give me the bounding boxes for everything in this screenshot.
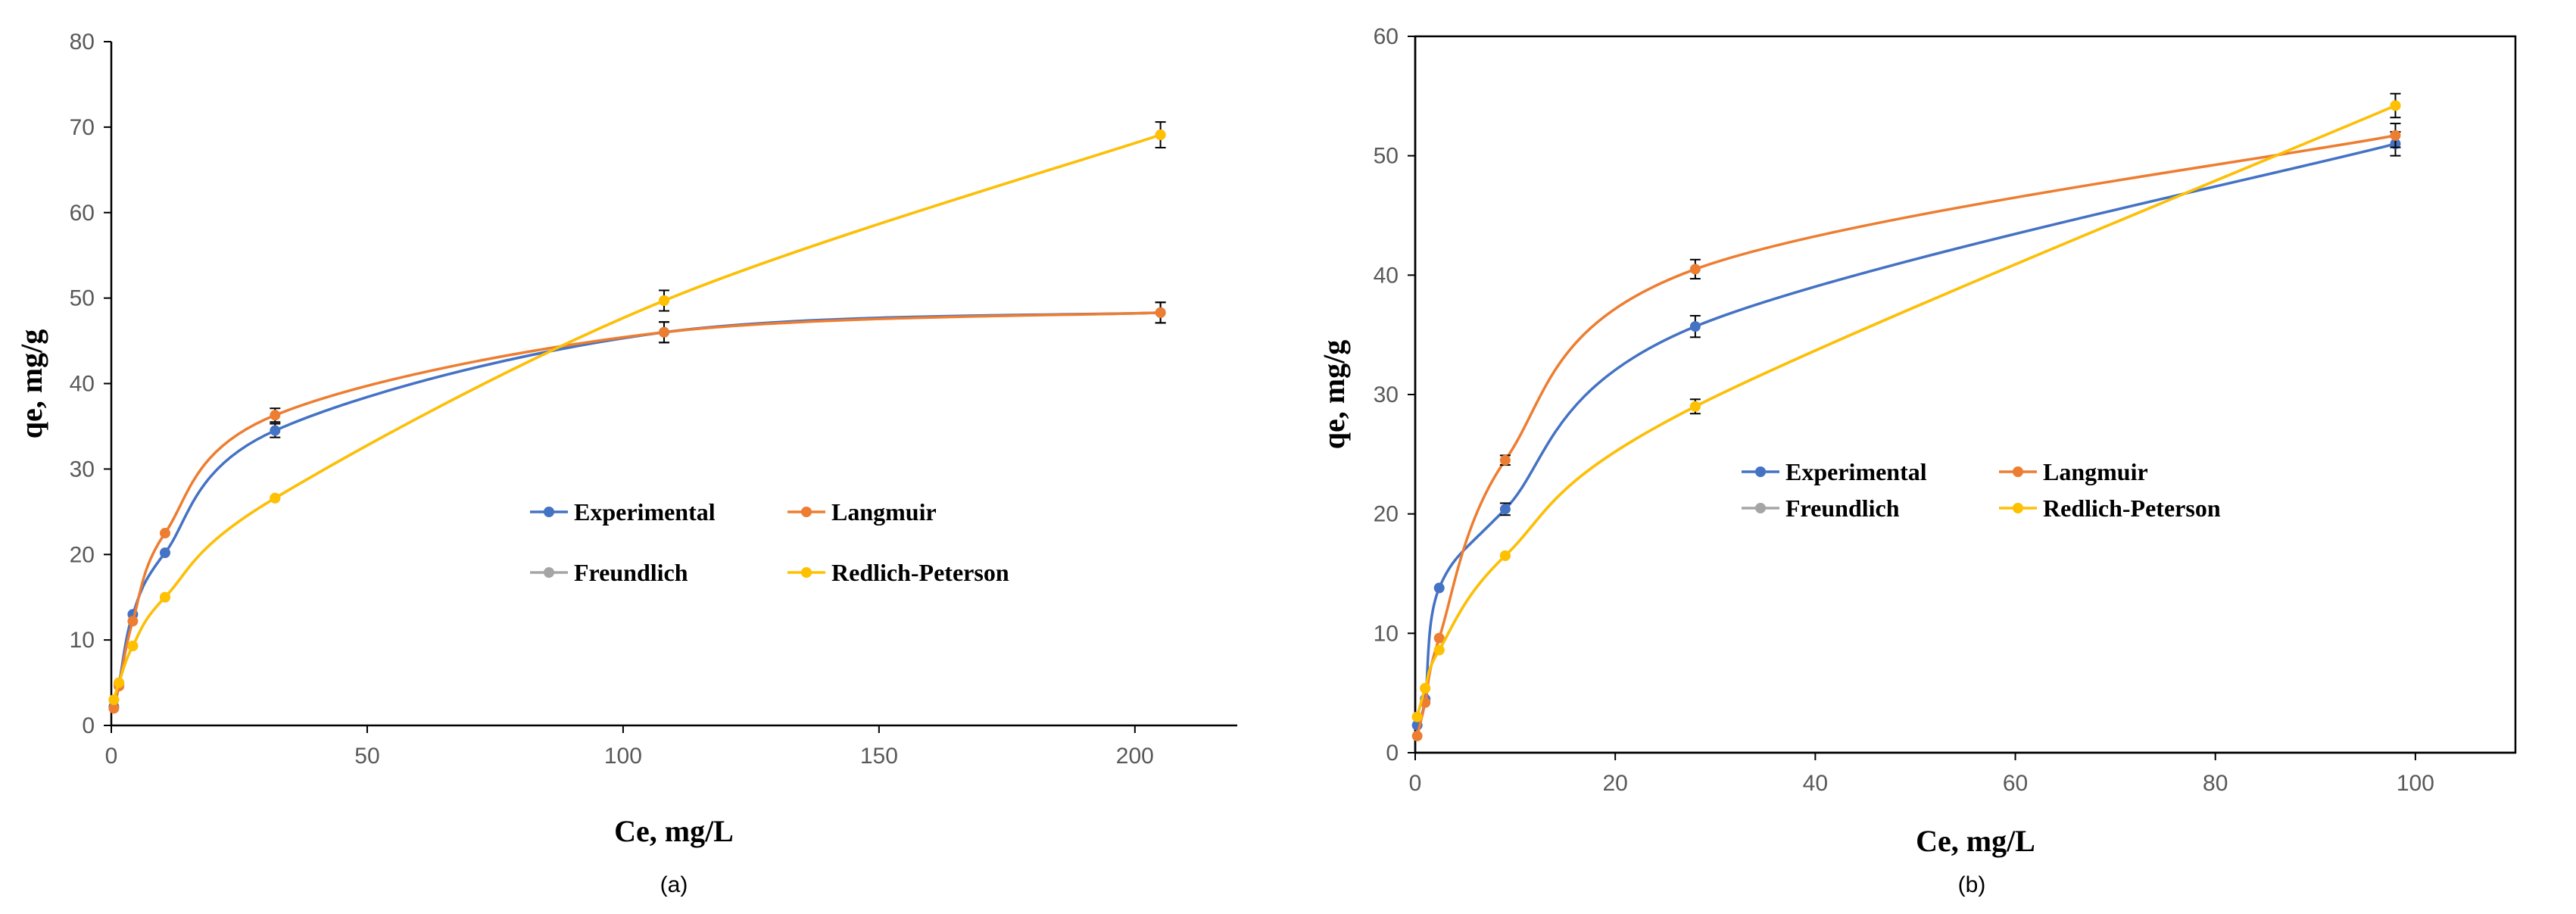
chart-a-plot-frame [111,42,1237,725]
chart-a-point-experimental [270,425,281,436]
chart-a-point-langmuir [270,410,281,421]
chart-b-x-tick-label: 0 [1409,771,1422,796]
chart-a-y-axis-title: qe, mg/g [14,329,48,438]
chart-a-point-redlich-peterson [114,677,125,688]
chart-a-ticks: 0 50 100 150 200 0 10 20 30 40 50 60 70 80 [70,30,1154,769]
chart-a-point-langmuir [1155,307,1166,318]
chart-b-legend-label-experimental: Experimental [1785,458,1927,485]
chart-b: 0 20 40 60 80 100 0 10 20 30 40 50 60 Ce, mg/L qe, m… [1317,24,2517,897]
chart-b-x-tick-label: 20 [1602,771,1627,796]
chart-b-legend-marker-langmuir [2013,466,2023,477]
chart-b-legend-label-redlich-peterson: Redlich-Peterson [2043,494,2221,522]
chart-b-point-experimental [1499,504,1511,515]
chart-a-point-langmuir [658,326,669,338]
chart-a-y-tick-label: 50 [70,286,95,311]
chart-a-point-langmuir [108,703,120,714]
chart-a-x-tick-label: 100 [604,744,642,769]
chart-a-y-tick-label: 70 [70,115,95,140]
chart-b-point-langmuir [2390,129,2401,141]
chart-a-legend-marker-langmuir [801,507,812,517]
chart-a: 0 50 100 150 200 0 10 20 30 40 50 60 70 80 Ce, mg/L q… [14,30,1237,897]
chart-b-legend-label-langmuir: Langmuir [2043,458,2148,485]
chart-b-series-line-experimental [1415,142,2396,726]
chart-a-x-tick-label: 150 [860,744,898,769]
chart-b-x-tick-label: 80 [2203,771,2228,796]
chart-b-y-tick-label: 10 [1374,621,1399,646]
chart-b-x-axis-title: Ce, mg/L [1916,824,2035,858]
chart-a-x-tick-label: 0 [105,744,118,769]
chart-b-y-tick-label: 0 [1386,741,1399,766]
chart-b-point-redlich-peterson [1420,682,1431,694]
chart-b-point-langmuir [1499,454,1511,466]
chart-a-y-tick-label: 0 [82,713,95,738]
chart-a-caption: (a) [660,872,688,897]
chart-b-point-experimental [1433,582,1445,594]
chart-a-point-langmuir [127,616,139,627]
chart-a-legend-marker-experimental [544,507,554,517]
chart-a-point-redlich-peterson [108,694,120,706]
chart-b-x-tick-label: 40 [1803,771,1828,796]
chart-a-legend-marker-freundlich [544,567,554,578]
chart-b-point-redlich-peterson [1411,711,1423,722]
chart-b-legend: Experimental Langmuir Freundlich Redlich-Pe… [1742,458,2221,522]
chart-b-y-tick-label: 20 [1374,502,1399,527]
chart-a-series-line-redlich-peterson [112,133,1162,700]
chart-b-point-redlich-peterson [1689,401,1701,412]
chart-a-y-tick-label: 30 [70,457,95,482]
chart-a-point-redlich-peterson [1155,129,1166,141]
chart-b-series-line-redlich-peterson [1415,104,2397,718]
chart-b-point-redlich-peterson [2390,100,2401,111]
chart-b-point-langmuir [1433,632,1445,644]
chart-a-series [108,121,1166,714]
chart-a-legend: Experimental Langmuir Freundlich Redlich-Pe… [530,498,1009,586]
chart-a-point-langmuir [159,528,170,539]
chart-a-y-tick-label: 40 [70,372,95,397]
chart-a-legend-marker-redlich-peterson [801,567,812,578]
chart-b-y-tick-label: 50 [1374,144,1399,169]
chart-a-x-axis-title: Ce, mg/L [614,814,734,848]
chart-a-legend-label-langmuir: Langmuir [831,498,937,526]
chart-b-ticks: 0 20 40 60 80 100 0 10 20 30 40 50 60 [1374,24,2434,796]
chart-b-plot-frame [1414,35,2517,754]
chart-b-point-langmuir [1411,730,1423,741]
chart-a-point-redlich-peterson [270,492,281,504]
chart-a-point-experimental [159,547,170,558]
chart-a-legend-label-redlich-peterson: Redlich-Peterson [831,559,1009,586]
chart-b-y-tick-label: 40 [1374,263,1399,288]
chart-a-y-tick-label: 20 [70,542,95,567]
chart-b-point-redlich-peterson [1499,550,1511,561]
chart-b-caption: (b) [1958,872,1986,897]
chart-a-y-tick-label: 10 [70,628,95,653]
chart-b-legend-marker-freundlich [1755,503,1766,513]
chart-b-y-axis-title: qe, mg/g [1317,340,1351,449]
chart-a-x-tick-label: 200 [1116,744,1154,769]
chart-a-point-redlich-peterson [127,641,139,652]
chart-b-x-tick-label: 60 [2003,771,2028,796]
chart-b-point-redlich-peterson [1433,644,1445,656]
chart-a-legend-label-freundlich: Freundlich [574,559,688,586]
chart-b-legend-marker-redlich-peterson [2013,503,2023,513]
chart-b-legend-marker-experimental [1755,466,1766,477]
chart-b-y-tick-label: 30 [1374,382,1399,407]
chart-a-x-tick-label: 50 [354,744,379,769]
chart-b-point-langmuir [1689,264,1701,275]
chart-a-point-redlich-peterson [159,591,170,603]
chart-b-legend-label-freundlich: Freundlich [1785,494,1900,522]
chart-a-point-redlich-peterson [658,295,669,307]
chart-a-legend-label-experimental: Experimental [574,498,716,526]
chart-b-y-tick-label: 60 [1374,24,1399,49]
chart-b-point-experimental [1689,321,1701,332]
chart-a-y-tick-label: 80 [70,30,95,55]
chart-b-x-tick-label: 100 [2397,771,2434,796]
chart-b-series [1411,92,2401,741]
chart-a-y-tick-label: 60 [70,201,95,226]
